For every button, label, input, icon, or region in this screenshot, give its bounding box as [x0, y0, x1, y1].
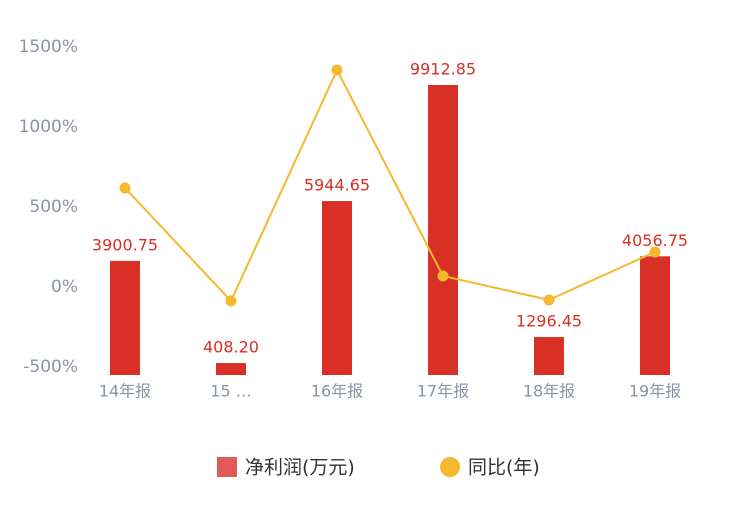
legend-swatch	[217, 457, 237, 477]
legend-swatch	[440, 457, 460, 477]
value-label: 1296.45	[516, 312, 582, 331]
bar	[110, 260, 140, 375]
line-point	[649, 246, 661, 258]
line-point	[331, 64, 343, 76]
line	[124, 67, 656, 303]
y-tick-label: 1500%	[19, 37, 78, 57]
line-point	[225, 295, 237, 307]
x-tick-label: 18年报	[523, 382, 575, 401]
y-tick-label: 500%	[29, 197, 78, 217]
line-point	[437, 270, 449, 282]
bar	[428, 84, 458, 376]
bar	[322, 201, 352, 375]
value-label: 9912.85	[410, 59, 476, 78]
value-label: 5944.65	[304, 176, 370, 195]
x-tick-label: 15 …	[210, 382, 251, 401]
x-tick-label: 19年报	[629, 382, 681, 401]
value-label: 3900.75	[92, 235, 158, 254]
legend-label: 同比(年)	[468, 457, 540, 479]
y-tick-label: -500%	[23, 357, 78, 377]
value-label: 408.20	[203, 338, 259, 357]
line-point	[543, 294, 555, 306]
legend-label: 净利润(万元)	[245, 457, 355, 479]
value-label: 4056.75	[622, 231, 688, 250]
bar	[534, 337, 564, 375]
line-point	[119, 182, 131, 194]
y-tick-label: 1000%	[19, 117, 78, 137]
x-tick-label: 17年报	[417, 382, 469, 401]
y-tick-label: 0%	[51, 277, 78, 297]
bar	[216, 363, 246, 375]
bar	[640, 256, 670, 375]
x-tick-label: 16年报	[311, 382, 363, 401]
x-tick-label: 14年报	[99, 382, 151, 401]
